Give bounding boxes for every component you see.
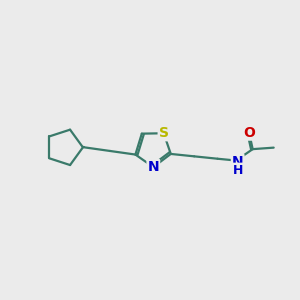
Text: N: N	[232, 155, 244, 169]
Text: H: H	[232, 164, 243, 177]
Text: N: N	[148, 160, 159, 174]
Text: O: O	[243, 126, 255, 140]
Text: S: S	[159, 126, 169, 140]
